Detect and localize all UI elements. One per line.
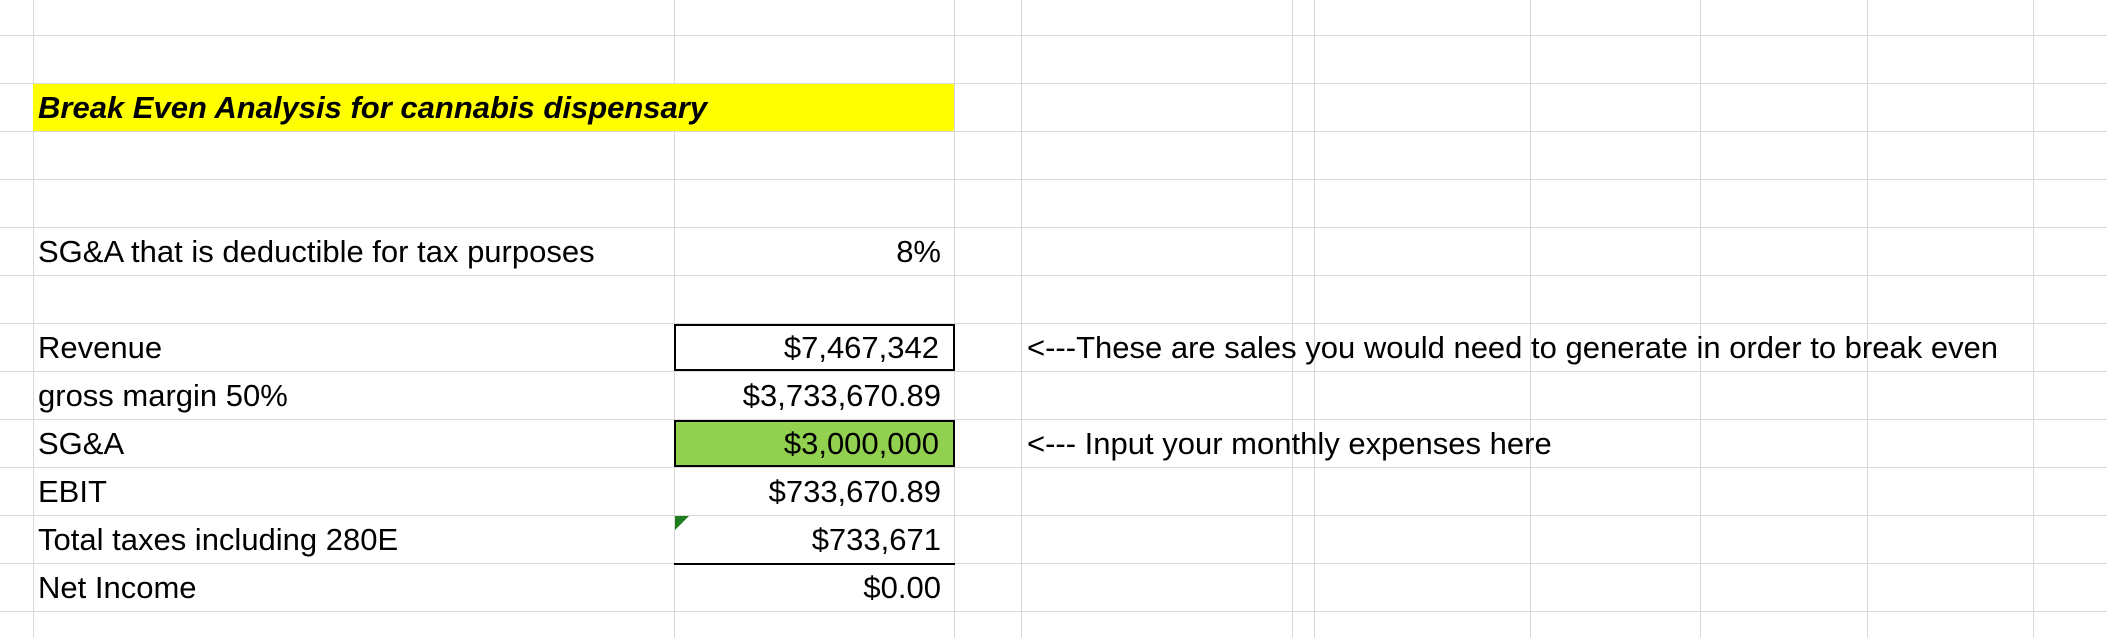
deduction-label-cell[interactable]: SG&A that is deductible for tax purposes <box>38 234 595 269</box>
taxes-value-cell[interactable]: $733,671 <box>811 522 941 557</box>
sga-label-cell[interactable]: SG&A <box>38 426 125 461</box>
sga-note-cell[interactable]: <--- Input your monthly expenses here <box>1027 426 1552 461</box>
revenue-value-cell[interactable]: $7,467,342 <box>674 324 955 371</box>
ebit-label-cell[interactable]: EBIT <box>38 474 107 509</box>
revenue-note-cell[interactable]: <---These are sales you would need to ge… <box>1027 330 1999 365</box>
gross-margin-label-cell[interactable]: gross margin 50% <box>38 378 288 413</box>
net-income-label-cell[interactable]: Net Income <box>38 570 197 605</box>
deduction-value-cell[interactable]: 8% <box>896 234 941 269</box>
revenue-label-cell[interactable]: Revenue <box>38 330 163 365</box>
net-income-value-cell[interactable]: $0.00 <box>863 570 941 605</box>
taxes-bottom-border <box>674 563 955 565</box>
error-indicator-icon <box>675 516 689 530</box>
ebit-value-cell[interactable]: $733,670.89 <box>768 474 941 509</box>
taxes-label-cell[interactable]: Total taxes including 280E <box>38 522 399 557</box>
gross-margin-value-cell[interactable]: $3,733,670.89 <box>742 378 941 413</box>
sga-input-cell[interactable]: $3,000,000 <box>674 420 955 467</box>
sheet-title-cell[interactable]: Break Even Analysis for cannabis dispens… <box>33 84 954 131</box>
